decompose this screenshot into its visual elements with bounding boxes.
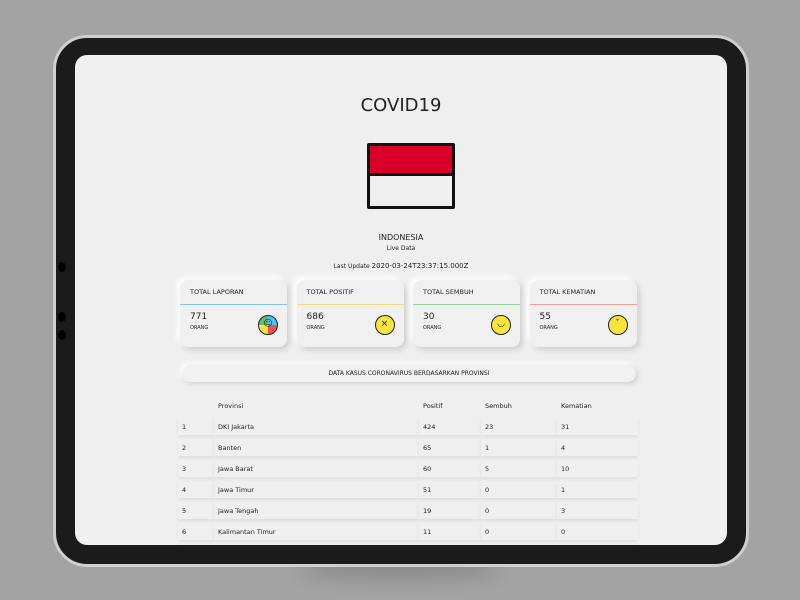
indonesia-flag-icon [367, 143, 455, 209]
table-row[interactable]: 4 Jawa Timur 51 0 1 [178, 481, 638, 498]
table-cell: 6 [178, 523, 214, 540]
device-button [58, 312, 66, 322]
table-cell: Jawa Timur [214, 481, 419, 498]
table-row[interactable]: 1 DKI Jakarta 424 23 31 [178, 418, 638, 435]
table-row[interactable]: 2 Banten 65 1 4 [178, 439, 638, 456]
card-value: 30 [423, 312, 435, 322]
card-unit: ORANG [423, 325, 442, 331]
card-value: 771 [190, 312, 208, 322]
table-cell: 1 [178, 418, 214, 435]
table-cell: 0 [481, 523, 557, 540]
table-cell: 0 [481, 481, 557, 498]
table-cell: 3 [178, 460, 214, 477]
last-update: Last Update 2020-03-24T23:37:15.000Z [75, 262, 727, 270]
column-header[interactable] [178, 397, 214, 414]
crying-face-icon: ˇ [607, 315, 628, 335]
stat-card-total-sembuh: TOTAL SEMBUH 30 ORANG ◡ [413, 280, 520, 347]
table-cell: DKI Jakarta [214, 418, 419, 435]
country-name: INDONESIA [378, 233, 424, 242]
table-cell: 5 [481, 460, 557, 477]
table-cell: 10 [557, 460, 638, 477]
table-cell: 65 [419, 439, 481, 456]
table-cell: 19 [419, 502, 481, 519]
card-unit: ORANG [190, 325, 209, 331]
card-label: TOTAL KEMATIAN [529, 280, 637, 305]
card-value: 55 [539, 312, 551, 322]
card-label: TOTAL LAPORAN [180, 280, 287, 305]
table-title-bar: DATA KASUS CORONAVIRUS BERDASARKAN PROVI… [182, 365, 636, 382]
card-label: TOTAL POSITIF [296, 280, 404, 305]
card-label: TOTAL SEMBUH [413, 280, 520, 305]
device-button [58, 262, 66, 272]
column-header[interactable]: Positif [423, 401, 443, 410]
card-value: 686 [306, 312, 324, 322]
table-cell: Kalimantan Timur [214, 523, 419, 540]
stat-card-total-positif: TOTAL POSITIF 686 ORANG × [296, 280, 404, 347]
table-cell: 4 [557, 439, 638, 456]
column-header[interactable]: Provinsi [218, 401, 244, 410]
table-cell: 23 [481, 418, 557, 435]
stat-card-total-kematian: TOTAL KEMATIAN 55 ORANG ˇ [529, 280, 637, 347]
device-button [58, 330, 66, 340]
table-cell: Jawa Barat [214, 460, 419, 477]
table-cell: 31 [557, 418, 638, 435]
table-cell: 0 [557, 523, 638, 540]
sick-face-icon: × [374, 315, 395, 335]
live-data-label: Live Data [386, 245, 416, 252]
column-header[interactable]: Kematian [561, 401, 592, 410]
table-cell: Banten [214, 439, 419, 456]
screen: COVID19 INDONESIA Live Data Last Update … [75, 55, 727, 545]
card-unit: ORANG [539, 325, 558, 331]
last-update-label: Last Update [333, 263, 370, 270]
table-cell: 1 [557, 481, 638, 498]
table-cell: Jawa Tengah [214, 502, 419, 519]
column-header[interactable]: Sembuh [485, 401, 512, 410]
table-cell: 0 [481, 502, 557, 519]
table-cell: 2 [178, 439, 214, 456]
table-row[interactable]: 5 Jawa Tengah 19 0 3 [178, 502, 638, 519]
table-cell: 424 [419, 418, 481, 435]
table-row[interactable]: 3 Jawa Barat 60 5 10 [178, 460, 638, 477]
page-title: COVID19 [360, 95, 442, 116]
card-unit: ORANG [306, 325, 325, 331]
table-cell: 5 [178, 502, 214, 519]
multi-faces-icon: ☺ [258, 315, 278, 335]
province-table: Provinsi Positif Sembuh Kematian 1 DKI Jakar… [178, 393, 638, 544]
table-cell: 3 [557, 502, 638, 519]
table-cell: 51 [419, 481, 481, 498]
smile-face-icon: ◡ [491, 315, 511, 335]
table-cell: 11 [419, 523, 481, 540]
table-cell: 4 [178, 481, 214, 498]
table-cell: 60 [419, 460, 481, 477]
table-row[interactable]: 6 Kalimantan Timur 11 0 0 [178, 523, 638, 540]
stat-card-total-laporan: TOTAL LAPORAN 771 ORANG ☺ [180, 280, 287, 347]
table-cell: 1 [481, 439, 557, 456]
last-update-value: 2020-03-24T23:37:15.000Z [371, 262, 469, 270]
